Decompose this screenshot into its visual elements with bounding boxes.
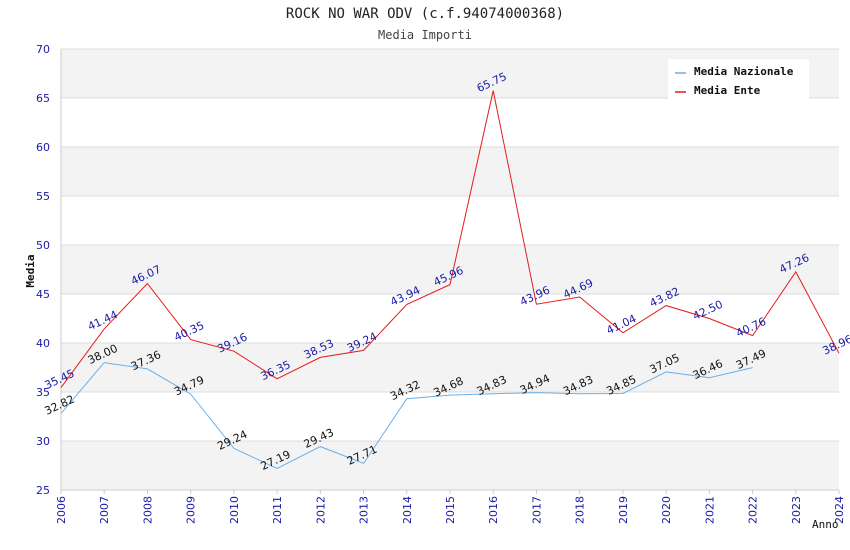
- x-axis-label: Anno: [812, 518, 839, 531]
- x-tick-label: 2010: [228, 496, 241, 524]
- x-axis-ticks: 2006 2007 2008 2009 2010 2011 2012 2013 2014 2015…: [55, 490, 846, 524]
- x-tick-label: 2024: [833, 496, 846, 524]
- x-tick-label: 2012: [314, 496, 327, 524]
- y-tick-label: 65: [36, 92, 50, 105]
- x-tick-label: 2021: [703, 496, 716, 524]
- legend-box: [668, 59, 809, 101]
- y-axis-label: Media: [24, 254, 37, 287]
- data-label-ente: 40.76: [734, 315, 768, 340]
- grid-bands: [61, 49, 839, 490]
- grid-lines: [61, 48, 839, 491]
- x-tick-label: 2022: [747, 496, 760, 524]
- chart-title: ROCK NO WAR ODV (c.f.94074000368): [286, 6, 564, 22]
- legend: Media Nazionale Media Ente: [668, 59, 809, 101]
- x-tick-label: 2016: [487, 496, 500, 524]
- y-tick-label: 40: [36, 337, 50, 350]
- y-tick-label: 30: [36, 435, 50, 448]
- grid-band: [61, 441, 839, 490]
- data-label-ente: 41.04: [604, 312, 638, 337]
- series-line-media-ente: [60, 90, 840, 388]
- x-tick-label: 2006: [55, 496, 68, 524]
- data-label-ente: 41.44: [86, 308, 120, 333]
- y-axis-ticks: 25 30 35 40 45 50 55 60 65 70: [36, 43, 50, 497]
- x-tick-label: 2019: [617, 496, 630, 524]
- legend-label-nazionale: Media Nazionale: [694, 65, 794, 78]
- grid-band: [61, 343, 839, 392]
- x-tick-label: 2009: [185, 496, 198, 524]
- series-lines: [60, 90, 840, 470]
- x-tick-label: 2014: [401, 496, 414, 524]
- x-tick-label: 2017: [530, 496, 543, 524]
- x-tick-label: 2013: [358, 496, 371, 524]
- x-tick-label: 2007: [98, 496, 111, 524]
- grid-band: [61, 147, 839, 196]
- x-tick-label: 2020: [660, 496, 673, 524]
- data-label-ente: 42.50: [691, 298, 725, 323]
- x-tick-label: 2015: [444, 496, 457, 524]
- y-tick-label: 35: [36, 386, 50, 399]
- x-tick-label: 2011: [271, 496, 284, 524]
- x-tick-label: 2018: [574, 496, 587, 524]
- y-tick-label: 55: [36, 190, 50, 203]
- legend-label-ente: Media Ente: [694, 84, 761, 97]
- y-tick-label: 60: [36, 141, 50, 154]
- x-tick-label: 2023: [790, 496, 803, 524]
- y-tick-label: 70: [36, 43, 50, 56]
- series-line-media-nazionale: [60, 362, 753, 470]
- y-tick-label: 25: [36, 484, 50, 497]
- y-tick-label: 45: [36, 288, 50, 301]
- chart-subtitle: Media Importi: [378, 28, 472, 42]
- y-tick-label: 50: [36, 239, 50, 252]
- x-tick-label: 2008: [141, 496, 154, 524]
- grid-band: [61, 245, 839, 294]
